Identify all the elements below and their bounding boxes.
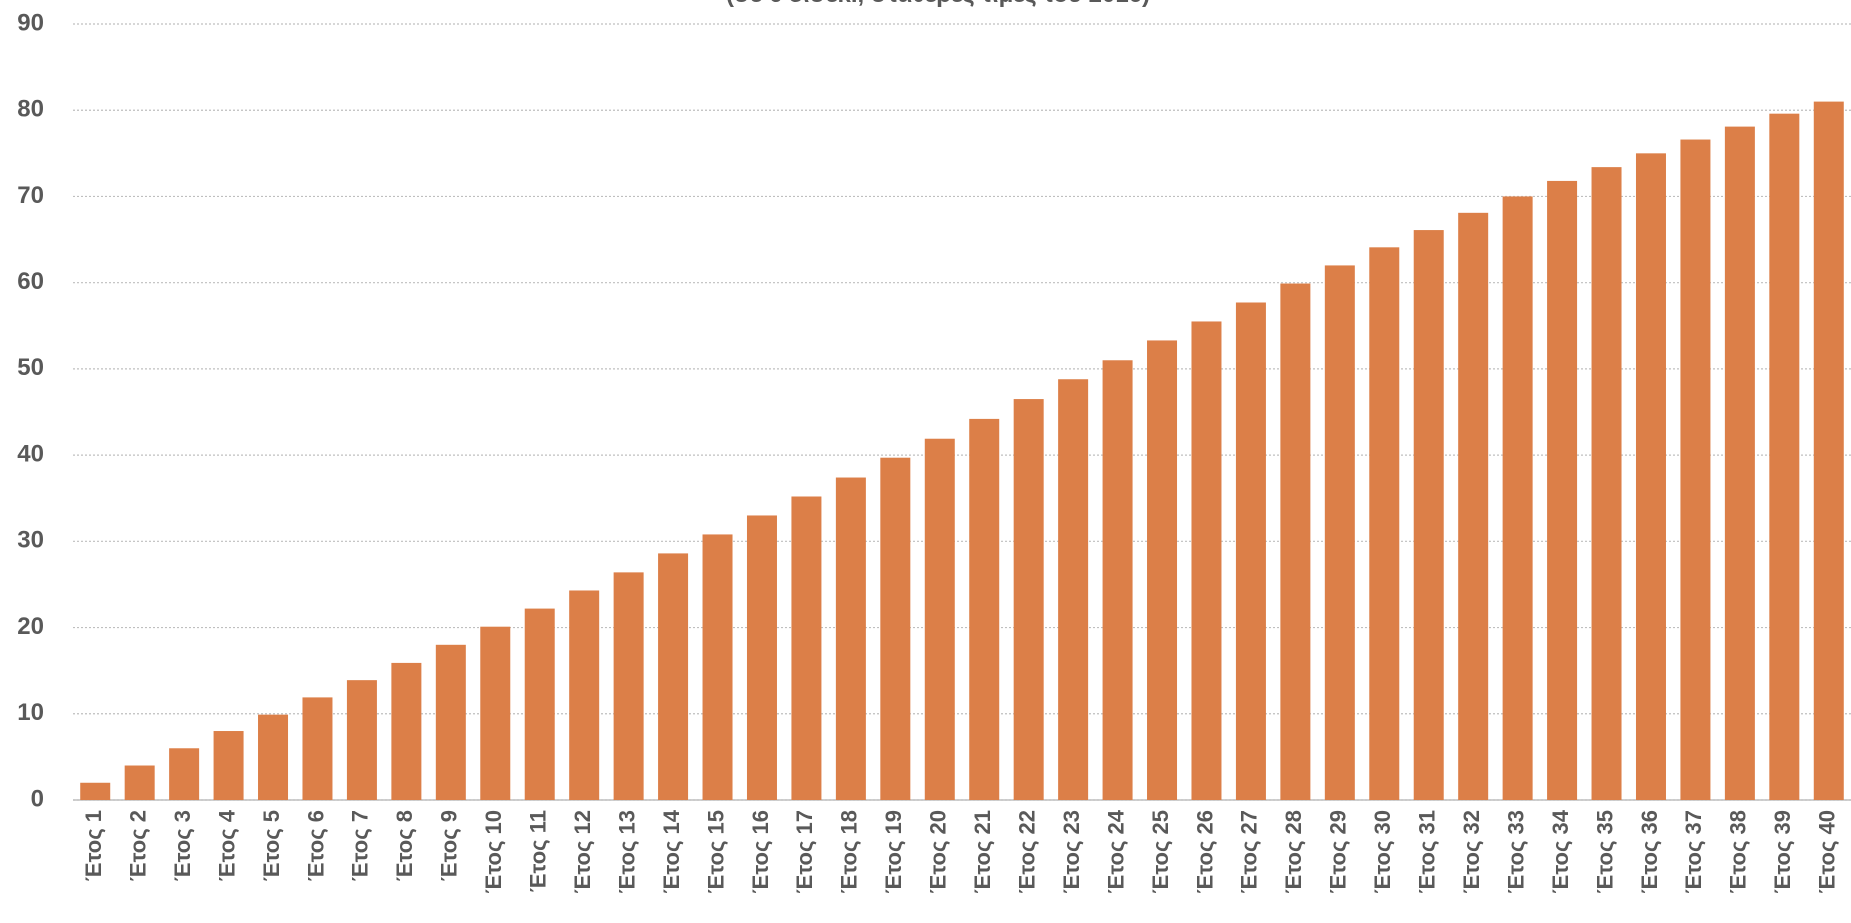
bar (702, 534, 733, 800)
x-tick-label: Έτος 29 (1326, 810, 1351, 893)
bar (480, 626, 511, 800)
bar (213, 731, 244, 800)
x-tick-label: Έτος 18 (837, 810, 862, 893)
bar (1813, 101, 1844, 801)
bar (1235, 302, 1266, 800)
bar (746, 515, 777, 800)
x-tick-label: Έτος 36 (1637, 810, 1662, 893)
x-tick-label: Έτος 31 (1415, 810, 1440, 893)
bar (1013, 399, 1044, 800)
x-tick-label: Έτος 8 (392, 810, 417, 881)
x-tick-label: Έτος 13 (614, 810, 639, 893)
x-tick-label: Έτος 7 (348, 810, 373, 881)
bar (1547, 180, 1578, 800)
x-tick-label: Έτος 1 (81, 810, 106, 881)
bar (1413, 230, 1444, 800)
bar (1502, 196, 1533, 800)
x-tick-label: Έτος 23 (1059, 810, 1084, 893)
bar (124, 765, 155, 800)
x-tick-label: Έτος 17 (792, 810, 817, 893)
x-tick-label: Έτος 26 (1192, 810, 1217, 893)
bar (1147, 340, 1178, 800)
x-tick-label: Έτος 22 (1014, 810, 1039, 893)
bar (524, 608, 555, 800)
x-tick-label: Έτος 39 (1770, 810, 1795, 893)
x-tick-label: Έτος 3 (170, 810, 195, 881)
bar (569, 590, 600, 800)
x-tick-label: Έτος 34 (1548, 809, 1573, 893)
bar (1280, 283, 1311, 800)
chart-subtitle: (σε € δισεκ., σταθερές τιμές του 2016) (726, 0, 1150, 8)
bar (791, 496, 822, 800)
x-tick-label: Έτος 30 (1370, 810, 1395, 893)
y-tick-label: 40 (17, 440, 44, 467)
bar (969, 418, 1000, 800)
bar (835, 477, 866, 800)
x-tick-label: Έτος 9 (437, 810, 462, 881)
bar (880, 457, 911, 800)
y-tick-label: 90 (17, 9, 44, 36)
x-tick-label: Έτος 33 (1503, 810, 1528, 893)
x-tick-label: Έτος 38 (1726, 810, 1751, 893)
x-tick-label: Έτος 6 (303, 810, 328, 881)
x-tick-label: Έτος 11 (526, 810, 551, 892)
x-tick-label: Έτος 12 (570, 810, 595, 893)
x-tick-label: Έτος 10 (481, 810, 506, 893)
x-tick-label: Έτος 2 (125, 810, 150, 881)
x-tick-label: Έτος 20 (926, 810, 951, 893)
y-tick-label: 50 (17, 354, 44, 381)
y-tick-label: 10 (17, 699, 44, 726)
bar (1724, 126, 1755, 801)
x-tick-label: Έτος 32 (1459, 810, 1484, 893)
x-tick-label: Έτος 16 (748, 810, 773, 893)
bar (391, 662, 422, 800)
y-tick-label: 80 (17, 96, 44, 123)
bar (1369, 247, 1400, 800)
x-tick-label: Έτος 25 (1148, 810, 1173, 893)
x-tick-label: Έτος 35 (1592, 810, 1617, 893)
y-tick-label: 0 (31, 785, 44, 812)
y-tick-label: 20 (17, 613, 44, 640)
bar (302, 697, 333, 800)
y-tick-label: 60 (17, 268, 44, 295)
bar (80, 782, 111, 800)
bar (658, 553, 689, 800)
bar (1191, 321, 1222, 800)
x-tick-label: Έτος 40 (1815, 810, 1840, 893)
x-tick-label: Έτος 4 (214, 809, 239, 881)
x-tick-label: Έτος 37 (1681, 810, 1706, 893)
bar (435, 644, 466, 800)
bar (1769, 113, 1800, 800)
x-tick-label: Έτος 27 (1237, 810, 1262, 893)
bar (1324, 265, 1355, 800)
x-tick-label: Έτος 14 (659, 809, 684, 893)
bar (924, 438, 955, 800)
x-tick-label: Έτος 21 (970, 810, 995, 893)
bar (346, 680, 377, 800)
y-tick-label: 70 (17, 182, 44, 209)
bar (1591, 167, 1622, 800)
x-tick-label: Έτος 28 (1281, 810, 1306, 893)
x-tick-label: Έτος 15 (703, 810, 728, 893)
y-tick-label: 30 (17, 527, 44, 554)
x-tick-label: Έτος 19 (881, 810, 906, 893)
bar (1458, 212, 1489, 800)
bar (1680, 139, 1711, 800)
x-tick-label: Έτος 24 (1103, 809, 1128, 893)
bar (613, 572, 644, 800)
bar (258, 714, 289, 800)
bar (1058, 379, 1089, 800)
bar (169, 748, 200, 800)
bar (1635, 153, 1666, 801)
x-tick-label: Έτος 5 (259, 810, 284, 881)
bar (1102, 360, 1133, 800)
